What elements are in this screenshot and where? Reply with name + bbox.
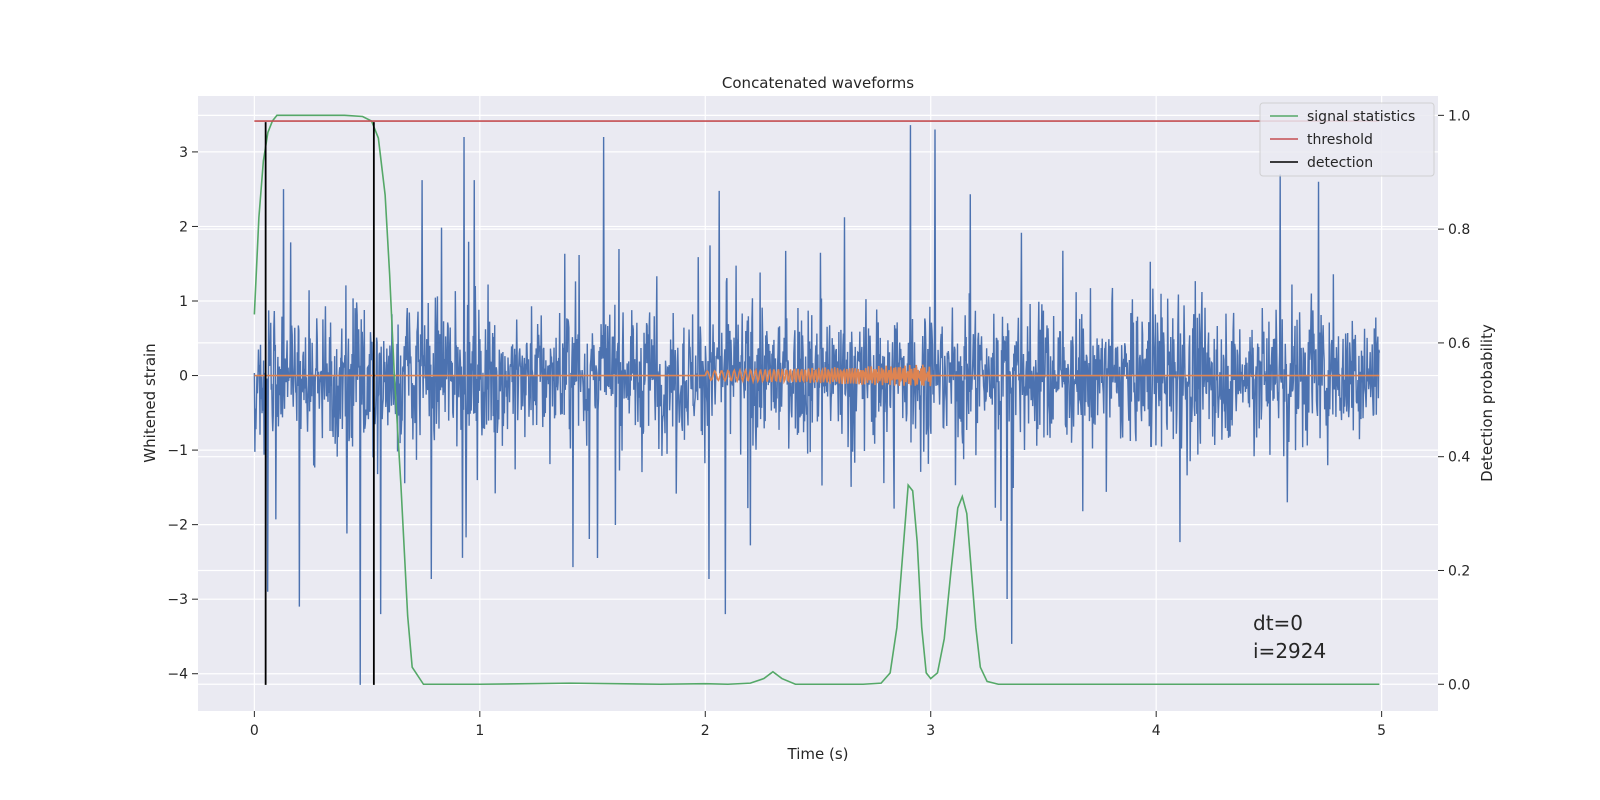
- y-tick-label-right: 0.2: [1448, 563, 1470, 579]
- legend-label-signal-statistics: signal statistics: [1307, 109, 1415, 125]
- y-tick-label-left: −2: [167, 518, 188, 534]
- y-tick-label-right: 0.4: [1448, 450, 1470, 466]
- signal-statistics-line: [253, 114, 1380, 686]
- y-tick-label-left: 1: [179, 294, 188, 310]
- x-tick-label: 4: [1152, 723, 1161, 739]
- legend-box: [1259, 102, 1435, 177]
- y-axis-label-right: Detection probability: [1478, 324, 1496, 482]
- y-tick-label-left: 3: [179, 145, 188, 161]
- y-tick-label-left: −3: [167, 592, 188, 608]
- y-tick-label-left: 2: [179, 219, 188, 235]
- signal-statistics-series: [253, 114, 1380, 686]
- strain-line: [253, 125, 1381, 685]
- annotation-index: i=2924: [1253, 639, 1326, 663]
- injected-signal-line: [254, 364, 1380, 387]
- strain-series: [253, 125, 1381, 685]
- injected-signal-series: [254, 364, 1380, 387]
- y-tick-label-left: −4: [167, 667, 188, 683]
- y-tick-label-right: 0.0: [1448, 677, 1470, 693]
- x-axis-label: Time (s): [787, 745, 849, 763]
- y-axis-label-left: Whitened strain: [141, 343, 159, 462]
- y-tick-label-left: 0: [179, 369, 188, 385]
- y-tick-label-right: 0.8: [1448, 222, 1470, 238]
- axis-ticks: 0 1 2 3 4 5 3 2 1 0 −1 −2 −3 −4 1.0 0.8 0.6 0.4 0.2 0.0: [167, 108, 1470, 739]
- y-tick-label-right: 0.6: [1448, 336, 1470, 352]
- legend-label-threshold: threshold: [1307, 132, 1373, 148]
- x-tick-label: 5: [1377, 723, 1386, 739]
- y-tick-label-right: 1.0: [1448, 108, 1470, 124]
- legend: signal statistics threshold detection: [1259, 102, 1435, 177]
- y-tick-label-left: −1: [167, 443, 188, 459]
- x-tick-label: 0: [250, 723, 259, 739]
- x-tick-label: 1: [475, 723, 484, 739]
- chart-title: Concatenated waveforms: [722, 74, 914, 92]
- annotation-dt: dt=0: [1253, 611, 1303, 635]
- x-tick-label: 3: [926, 723, 935, 739]
- x-tick-label: 2: [701, 723, 710, 739]
- legend-label-detection: detection: [1307, 155, 1373, 171]
- detection-series: [264, 122, 375, 685]
